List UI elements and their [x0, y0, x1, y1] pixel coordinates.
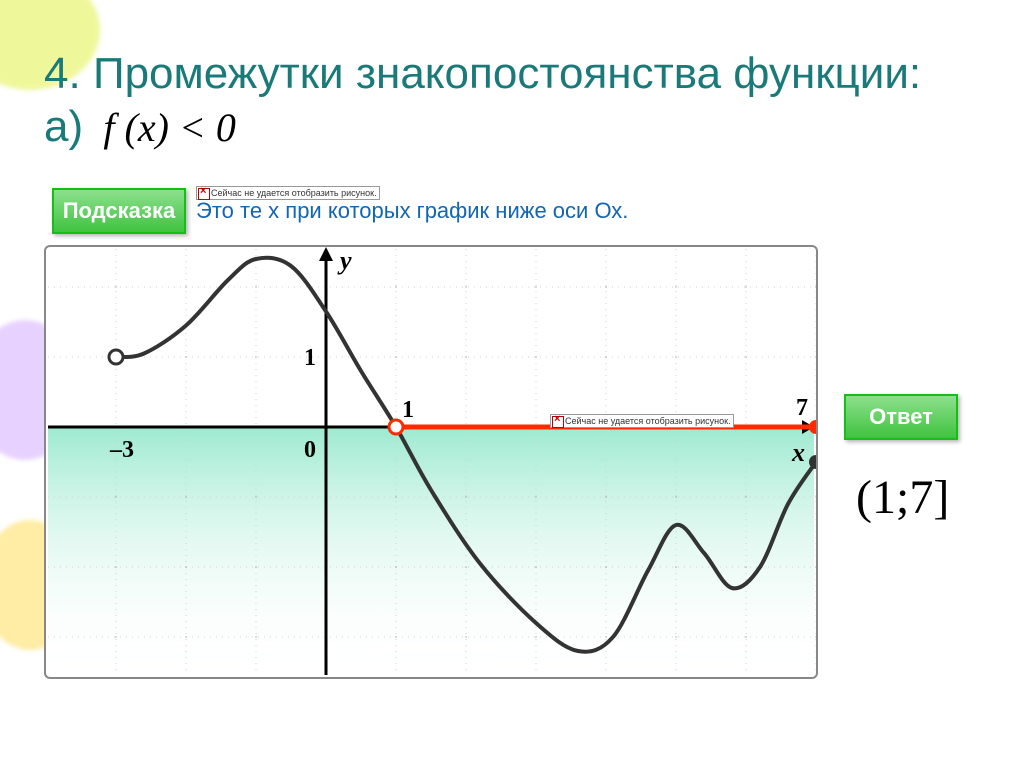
svg-text:1: 1 [402, 397, 414, 423]
broken-image-icon: Сейчас не удается отобразить рисунок. [550, 414, 734, 428]
slide-title: 4. Промежутки знакопостоянства функции: … [44, 48, 964, 154]
chart-svg: yx011–37y=f(x) [46, 247, 816, 677]
svg-text:y: y [337, 247, 352, 275]
hint-button[interactable]: Подсказка [52, 188, 186, 234]
svg-text:x: x [791, 438, 805, 467]
svg-text:1: 1 [304, 345, 316, 371]
function-chart: yx011–37y=f(x) [44, 245, 818, 679]
svg-text:0: 0 [304, 437, 316, 463]
svg-text:–3: –3 [109, 437, 134, 463]
svg-text:7: 7 [796, 395, 808, 421]
answer-value: (1;7] [856, 470, 949, 525]
answer-button[interactable]: Ответ [844, 394, 958, 440]
title-number: 4. [44, 49, 81, 98]
hint-text: Это те х при которых график ниже оси Ох. [196, 198, 628, 224]
slide: 4. Промежутки знакопостоянства функции: … [0, 0, 1024, 768]
